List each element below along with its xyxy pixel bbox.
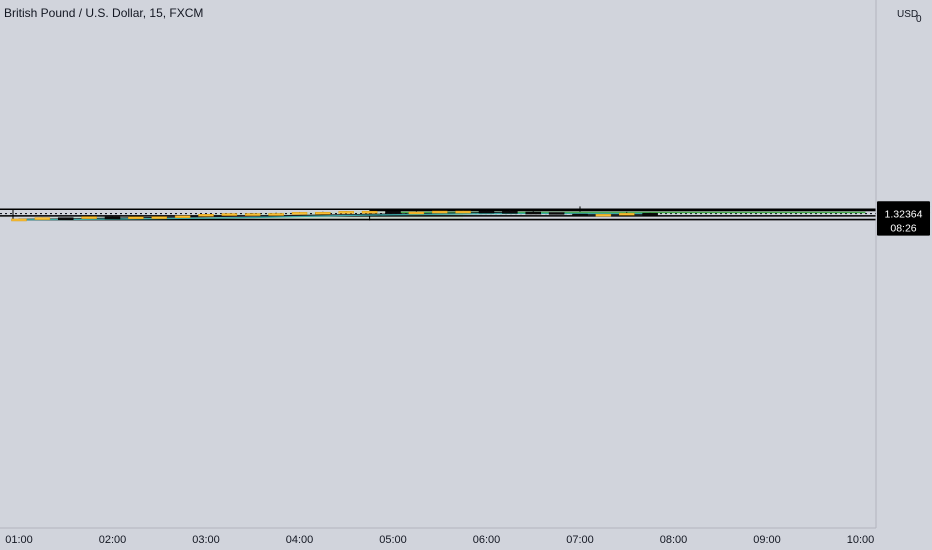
candle [268, 212, 284, 216]
candle [104, 216, 121, 220]
candle [221, 213, 238, 216]
candle-body [57, 217, 74, 220]
moving-average-line [18, 212, 651, 221]
candle [455, 210, 471, 214]
time-tick-label: 08:00 [660, 534, 688, 546]
chart-title: British Pound / U.S. Dollar, 15, FXCM [4, 6, 203, 20]
candle [81, 216, 97, 219]
candle [642, 212, 658, 216]
candle-body [618, 212, 635, 216]
time-tick-label: 03:00 [192, 534, 220, 546]
candle-body [291, 212, 308, 215]
candle-body [478, 210, 495, 214]
candle [618, 211, 635, 216]
candle [525, 210, 541, 215]
candle [595, 213, 612, 217]
candle-body [361, 210, 378, 214]
candle [361, 210, 378, 214]
candle-body [11, 218, 27, 222]
candle [478, 210, 495, 214]
candle-body [455, 210, 471, 214]
candle-body [431, 210, 448, 214]
time-tick-label: 02:00 [99, 534, 127, 546]
time-tick-label: 01:00 [5, 534, 33, 546]
candle [11, 218, 27, 222]
current-price-badge [877, 205, 930, 236]
candle [128, 216, 144, 220]
candle-body [221, 213, 238, 216]
candle-body [572, 213, 588, 217]
candle-body [268, 213, 284, 216]
candle [338, 211, 354, 214]
candle-body [408, 211, 425, 215]
time-tick-label: 05:00 [379, 534, 407, 546]
candle-body [525, 211, 541, 215]
current-price-countdown: 08:26 [890, 223, 916, 235]
candle-body [34, 217, 51, 220]
candle [244, 213, 261, 216]
candle [502, 210, 518, 214]
current-price-label: 1.32364 [885, 209, 923, 221]
candle-body [642, 212, 658, 216]
candle [57, 217, 74, 220]
candle-body [81, 216, 97, 219]
time-tick-label: 07:00 [566, 534, 594, 546]
candle [34, 217, 51, 220]
candle [385, 210, 401, 214]
candle-body [595, 213, 612, 217]
candle [174, 215, 191, 218]
candle [151, 216, 167, 219]
candle-body [315, 211, 331, 215]
candle-body [151, 216, 167, 219]
candle-body [502, 211, 518, 214]
candle-body [244, 213, 261, 216]
candle [431, 210, 448, 214]
candle [572, 213, 588, 217]
price-axis-unit: USD [897, 9, 918, 20]
candle-body [338, 211, 354, 214]
candle-body [128, 216, 144, 220]
candle-body [198, 214, 214, 217]
candle [548, 212, 565, 215]
time-tick-label: 10:00 [847, 534, 875, 546]
candle-body [104, 216, 121, 220]
price-axis-unit-sub: 0 [916, 14, 922, 25]
time-tick-label: 04:00 [286, 534, 314, 546]
time-tick-label: 06:00 [473, 534, 501, 546]
candle [198, 214, 214, 217]
candle [408, 211, 425, 215]
time-tick-label: 09:00 [753, 534, 781, 546]
candle [291, 211, 308, 215]
candle [315, 211, 331, 215]
candle-body [385, 210, 401, 214]
candle-body [174, 215, 191, 218]
